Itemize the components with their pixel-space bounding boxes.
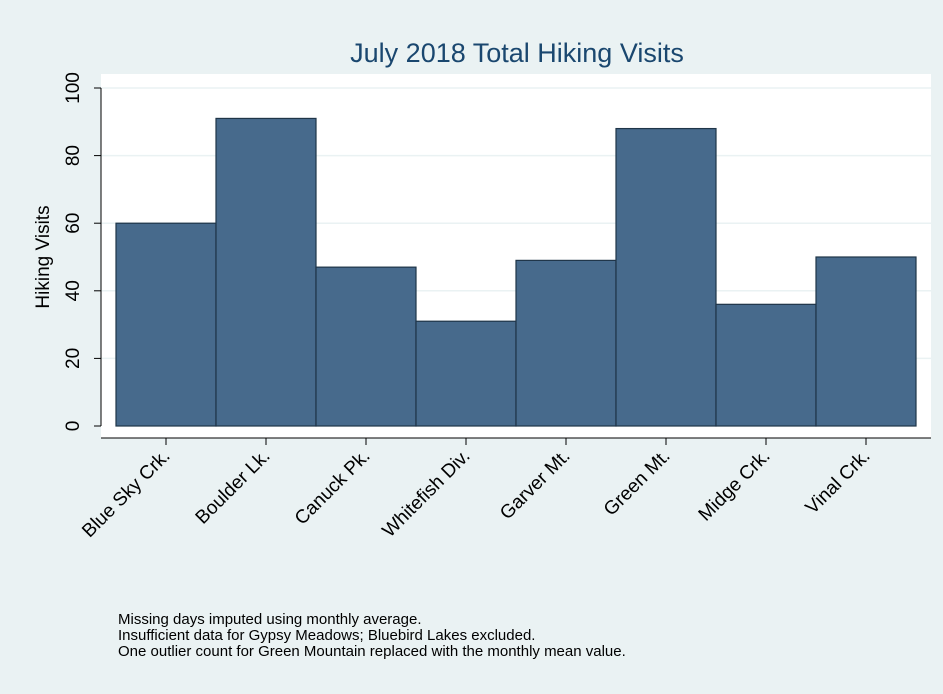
note-line: Missing days imputed using monthly avera… <box>118 611 422 628</box>
chart-notes: Missing days imputed using monthly avera… <box>118 612 626 660</box>
bar <box>715 303 817 427</box>
y-tick-label: 60 <box>63 213 84 234</box>
x-tick-label: Garver Mt. <box>496 446 574 524</box>
bar <box>415 320 517 427</box>
y-axis-ticks: 0 20 40 60 80 100 <box>63 72 101 431</box>
y-axis-label: Hiking Visits <box>33 205 54 308</box>
bar <box>815 256 917 427</box>
x-tick-label: Boulder Lk. <box>192 446 275 529</box>
bar <box>615 127 717 427</box>
bar <box>515 259 617 427</box>
x-tick-label: Green Mt. <box>600 446 675 521</box>
x-tick-label: Canuck Pk. <box>291 446 375 530</box>
bar <box>215 117 317 427</box>
note-line: Insufficient data for Gypsy Meadows; Blu… <box>118 627 536 644</box>
y-tick-label: 20 <box>63 348 84 369</box>
y-tick-label: 100 <box>63 72 84 104</box>
x-tick-label: Vinal Crk. <box>802 446 875 519</box>
bar <box>115 222 217 427</box>
x-tick-label: Midge Crk. <box>695 446 775 526</box>
bar <box>315 266 417 427</box>
chart-title: July 2018 Total Hiking Visits <box>350 38 684 68</box>
x-tick-label: Blue Sky Crk. <box>78 446 174 542</box>
y-tick-label: 80 <box>63 145 84 166</box>
y-tick-label: 40 <box>63 280 84 301</box>
x-tick-label: Whitefish Div. <box>379 446 475 542</box>
note-line: One outlier count for Green Mountain rep… <box>118 643 626 660</box>
x-axis-ticks: Blue Sky Crk. Boulder Lk. Canuck Pk. Whitef… <box>78 438 875 542</box>
y-tick-label: 0 <box>63 421 84 432</box>
bars <box>115 117 917 427</box>
